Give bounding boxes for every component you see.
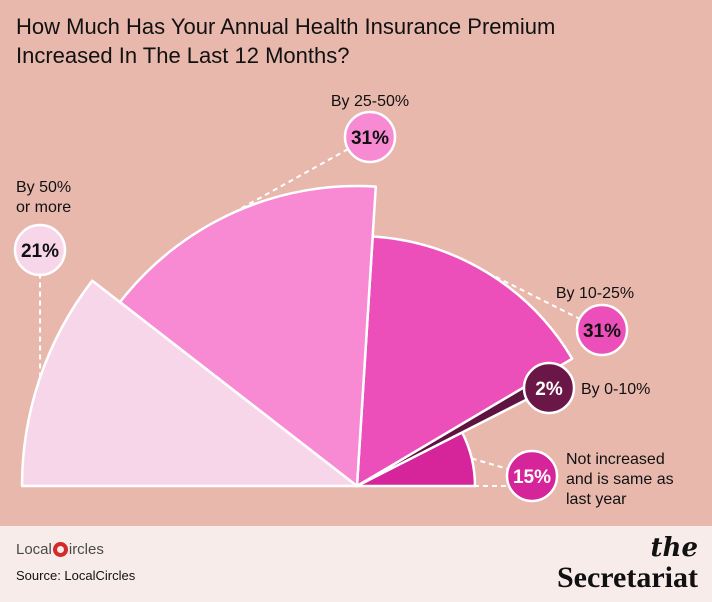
category-label: By 0-10%: [581, 381, 650, 398]
value-bubble: [575, 303, 629, 357]
value-bubble: [505, 449, 559, 503]
pie-slice: [20, 279, 359, 488]
chart-title: How Much Has Your Annual Health Insuranc…: [16, 12, 696, 70]
pie-chart: 15% Not increased and is same as last year 2…: [13, 93, 674, 508]
localcircles-logo: Local ircles: [16, 536, 104, 562]
value-bubble: [343, 110, 397, 164]
value-label: 2%: [535, 379, 563, 400]
category-label: By 25-50%: [331, 93, 409, 110]
leader-line: [233, 148, 349, 214]
value-label: 31%: [583, 321, 621, 342]
category-label: By 50%: [16, 179, 71, 196]
circle-logo-icon: [52, 541, 68, 557]
leader-line: [487, 271, 581, 320]
category-label: and is same as: [566, 471, 674, 488]
brand-the: the: [650, 533, 698, 563]
source-note: Source: LocalCircles: [16, 568, 136, 583]
logo-text-local: Local: [16, 540, 52, 558]
value-label: 31%: [351, 128, 389, 149]
title-line-1: How Much Has Your Annual Health Insuranc…: [16, 14, 556, 39]
value-bubble: [13, 223, 67, 277]
brand-name: Secretariat: [556, 561, 698, 594]
category-label: Not increased: [566, 451, 665, 468]
brand-logo: the Secretariat: [557, 534, 698, 594]
value-bubble: [522, 361, 576, 415]
value-label: 21%: [21, 241, 59, 262]
logo-text-ircles: ircles: [68, 540, 104, 558]
leader-line: [471, 457, 509, 470]
footer: Local ircles Source: LocalCircles the Se…: [0, 526, 712, 602]
title-line-2: Increased In The Last 12 Months?: [16, 43, 350, 68]
category-label: last year: [566, 491, 627, 508]
category-label: or more: [16, 199, 71, 216]
category-label: By 10-25%: [556, 285, 634, 302]
value-label: 15%: [513, 467, 551, 488]
